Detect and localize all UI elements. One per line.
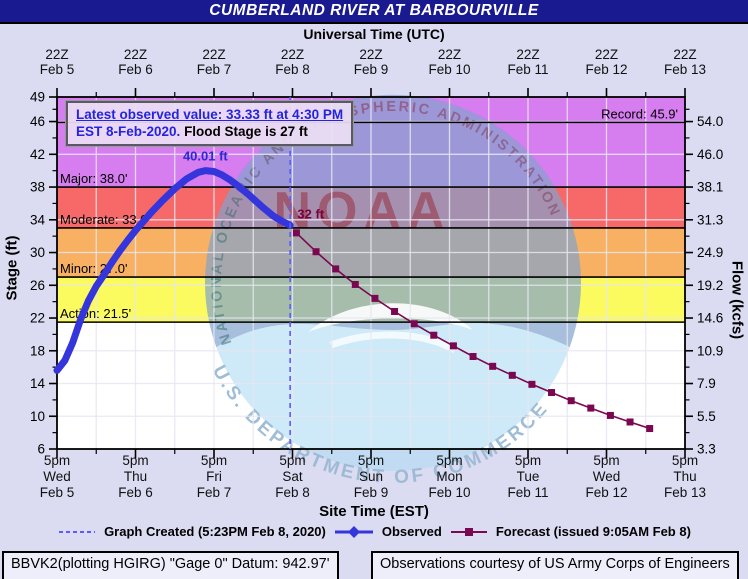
- left-tick-label: 10: [30, 409, 45, 424]
- bottom-tick-label: 5pm Sat Feb 8: [275, 453, 310, 500]
- observed-marker-icon: [333, 525, 375, 538]
- top-tick-label: 22Z Feb 11: [507, 47, 549, 77]
- flood-stage-note: Flood Stage is 27 ft: [184, 124, 308, 139]
- record-label: Record: 45.9': [601, 106, 678, 121]
- forecast-point: [528, 380, 536, 388]
- top-tick-label: 22Z Feb 7: [196, 47, 232, 77]
- noaa-wordmark: NOAA: [273, 182, 450, 240]
- noaa-gull-wing: [329, 331, 457, 354]
- right-tick-label: 7.9: [697, 376, 716, 391]
- left-tick-label: 22: [30, 311, 45, 326]
- left-tick-label: 49: [30, 90, 45, 105]
- right-axis-title: Flow (kcfs): [728, 260, 746, 340]
- legend-graph-created-label: Graph Created (5:23PM Feb 8, 2020): [104, 524, 326, 539]
- top-axis-title: Universal Time (UTC): [303, 26, 445, 42]
- flood-label-major: Major: 38.0': [60, 171, 128, 186]
- bottom-tick-label: 5pm Thu Feb 13: [663, 453, 707, 500]
- flood-label-moderate: Moderate: 33.0': [60, 212, 150, 227]
- bottom-tick-label: 5pm Sun Feb 9: [353, 453, 389, 500]
- forecast-point: [430, 331, 438, 339]
- forecast-point: [292, 229, 300, 237]
- top-tick-label: 22Z Feb 9: [353, 47, 389, 77]
- forecast-point: [332, 265, 340, 273]
- top-tick-label: 22Z Feb 10: [428, 47, 471, 77]
- top-tick-label: 22Z Feb 12: [585, 47, 628, 77]
- top-tick-label: 22Z Feb 13: [663, 47, 707, 77]
- latest-observed-date: EST 8-Feb-2020.: [76, 124, 181, 139]
- left-tick-label: 42: [30, 147, 45, 162]
- legend-forecast-label: Forecast (issued 9:05AM Feb 8): [495, 524, 691, 539]
- legend-observed-label: Observed: [381, 524, 442, 539]
- forecast-point: [626, 418, 634, 426]
- forecast-marker-icon: [449, 526, 489, 538]
- top-tick-label: 22Z Feb 5: [39, 47, 75, 77]
- forecast-point: [312, 248, 320, 256]
- left-tick-label: 46: [30, 114, 45, 129]
- left-tick-label: 18: [30, 343, 45, 358]
- left-tick-label: 34: [30, 212, 46, 227]
- forecast-point: [449, 342, 457, 350]
- left-axis-title: Stage (ft): [3, 235, 21, 301]
- legend: Graph Created (5:23PM Feb 8, 2020) Obser…: [0, 524, 748, 539]
- flood-label-action: Action: 21.5': [60, 306, 131, 321]
- bottom-tick-label: 5pm Tue Feb 11: [507, 453, 549, 500]
- left-tick-label: 26: [30, 278, 45, 293]
- flood-label-minor: Minor: 27.0': [60, 261, 128, 276]
- right-tick-label: 14.6: [697, 311, 723, 326]
- right-tick-label: 10.9: [697, 343, 723, 358]
- bottom-tick-label: 5pm Mon Feb 10: [428, 453, 471, 500]
- forecast-point: [646, 425, 654, 433]
- graph-created-line-icon: [57, 526, 97, 538]
- noaa-circle-lower: [205, 95, 581, 471]
- right-tick-label: 38.1: [697, 180, 723, 195]
- forecast-point: [351, 280, 359, 288]
- noaa-circle-upper: [205, 94, 582, 347]
- right-tick-label: 31.3: [697, 212, 723, 227]
- credits-box: Observations courtesy of US Army Corps o…: [371, 551, 739, 579]
- forecast-point: [567, 397, 575, 405]
- forecast-point: [469, 352, 477, 360]
- bottom-axis-title: Site Time (EST): [319, 503, 429, 520]
- gage-datum-box: BBVK2(plotting HGIRG) "Gage 0" Datum: 94…: [2, 551, 339, 579]
- forecast-point: [391, 307, 399, 315]
- right-tick-label: 19.2: [697, 278, 723, 293]
- forecast-point: [587, 404, 595, 412]
- bottom-tick-label: 5pm Fri Feb 7: [196, 453, 232, 500]
- right-tick-label: 5.5: [697, 409, 716, 424]
- left-tick-label: 14: [30, 376, 46, 391]
- top-tick-label: 22Z Feb 6: [118, 47, 153, 77]
- right-tick-label: 54.0: [697, 114, 723, 129]
- left-tick-label: 6: [37, 442, 45, 457]
- bottom-tick-label: 5pm Wed Feb 12: [585, 453, 628, 500]
- left-tick-label: 30: [30, 245, 45, 260]
- right-tick-label: 3.3: [697, 442, 716, 457]
- page-title: CUMBERLAND RIVER AT BARBOURVILLE: [0, 0, 748, 24]
- peak-label: 40.01 ft: [183, 149, 228, 164]
- observed-line: [53, 167, 294, 374]
- latest-observed-callout: Latest observed value: 33.33 ft at 4:30 …: [64, 100, 355, 147]
- left-tick-label: 38: [30, 180, 45, 195]
- bottom-tick-label: 5pm Wed Feb 5: [39, 453, 75, 500]
- bottom-tick-label: 5pm Thu Feb 6: [118, 453, 153, 500]
- forecast-point: [489, 362, 497, 370]
- forecast-point: [508, 371, 516, 379]
- forecast-point: [548, 389, 556, 397]
- forecast-crest-label: 32 ft: [297, 207, 324, 222]
- top-tick-label: 22Z Feb 8: [275, 47, 310, 77]
- forecast-point: [371, 294, 379, 302]
- right-tick-label: 24.9: [697, 245, 723, 260]
- forecast-point: [606, 411, 614, 419]
- forecast-point: [410, 320, 418, 328]
- right-tick-label: 46.0: [697, 147, 723, 162]
- latest-observed-value: Latest observed value: 33.33 ft at 4:30 …: [76, 107, 344, 122]
